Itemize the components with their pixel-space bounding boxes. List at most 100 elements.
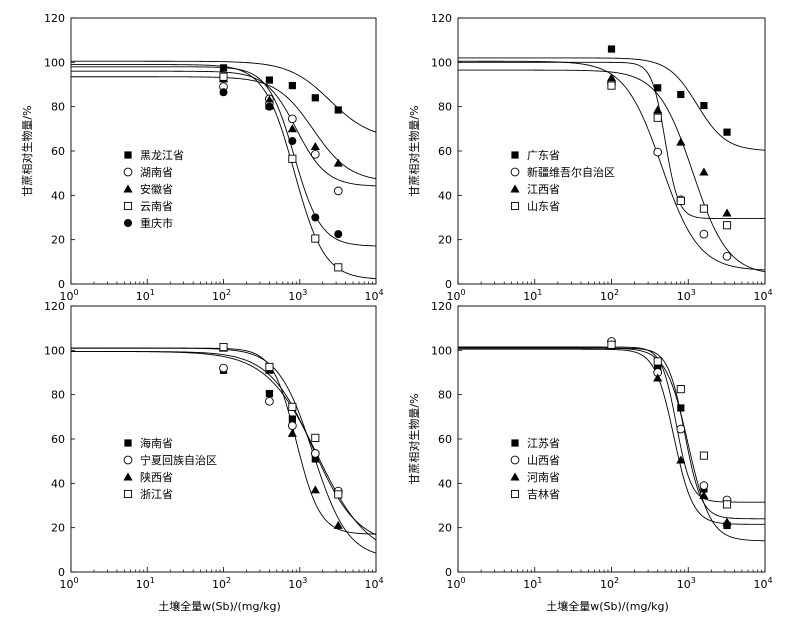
x-tick-base: 10	[212, 290, 226, 303]
data-point	[288, 402, 297, 411]
y-tick-label: 40	[51, 477, 65, 490]
y-tick-label: 20	[438, 522, 452, 535]
legend-marker	[510, 489, 520, 499]
x-tick-base: 10	[136, 578, 150, 591]
x-tick-exponent: 4	[767, 576, 772, 585]
fit-curve	[458, 348, 765, 525]
data-point	[699, 451, 708, 460]
data-point	[288, 421, 297, 431]
y-tick-label: 100	[44, 56, 65, 69]
data-point	[333, 158, 343, 167]
legend-label: 吉林省	[527, 487, 560, 501]
data-point	[333, 520, 343, 529]
x-tick-base: 10	[59, 578, 73, 591]
data-point	[607, 81, 616, 90]
data-point	[722, 517, 732, 526]
fit-curve	[458, 69, 766, 273]
data-point	[607, 340, 616, 349]
x-tick-exponent: 4	[378, 576, 383, 585]
fit-curve	[71, 351, 377, 536]
x-tick-exponent: 4	[767, 288, 772, 297]
y-tick-label: 100	[44, 344, 65, 357]
data-point	[722, 500, 732, 509]
data-point	[722, 251, 732, 261]
data-point	[311, 455, 319, 463]
data-point	[654, 364, 662, 372]
data-point	[334, 490, 343, 499]
y-tick-label: 40	[438, 477, 452, 490]
series-2	[219, 82, 343, 196]
fit-curve	[70, 351, 377, 541]
data-point	[653, 147, 663, 157]
x-tick-base: 10	[600, 578, 614, 591]
x-tick-label: 104	[364, 576, 383, 591]
data-point	[653, 357, 662, 366]
x-tick-base: 10	[677, 290, 691, 303]
y-tick-label: 120	[431, 300, 452, 313]
legend-marker	[124, 219, 132, 227]
x-tick-label: 100	[59, 576, 78, 591]
fit-curve	[458, 346, 765, 503]
x-tick-base: 10	[212, 578, 226, 591]
legend-label: 浙江省	[140, 488, 173, 501]
series-1	[219, 64, 342, 114]
x-tick-exponent: 3	[302, 288, 307, 297]
y-tick-label: 0	[58, 278, 65, 291]
y-tick-label: 20	[51, 234, 65, 247]
legend-marker	[510, 455, 520, 465]
fit-curve	[71, 347, 377, 554]
x-axis-label: 土壤全量w(Sb)/(mg/kg)	[158, 599, 281, 613]
x-tick-label: 100	[446, 576, 465, 591]
y-tick-label: 100	[431, 56, 452, 69]
legend-marker	[510, 167, 520, 177]
x-tick-base: 10	[523, 290, 537, 303]
data-point	[264, 95, 275, 104]
legend-marker	[124, 151, 132, 159]
y-tick-label: 80	[438, 389, 452, 402]
legend-marker	[123, 184, 133, 193]
y-tick-label: 100	[431, 344, 452, 357]
fit-curve	[71, 347, 377, 535]
data-point	[699, 229, 709, 239]
data-point	[311, 234, 320, 243]
data-point	[676, 424, 686, 434]
data-point	[699, 204, 708, 213]
data-point	[219, 72, 228, 81]
data-point	[722, 221, 732, 230]
y-axis-label: 甘蔗相对生物量/%	[407, 393, 421, 484]
x-tick-base: 10	[677, 578, 691, 591]
x-tick-label: 103	[677, 576, 696, 591]
data-point	[265, 362, 274, 372]
x-tick-label: 102	[212, 288, 231, 303]
data-point	[677, 404, 685, 412]
y-tick-label: 0	[58, 566, 65, 579]
legend-label: 山西省	[527, 454, 560, 467]
y-tick-label: 120	[431, 12, 452, 25]
x-tick-label: 101	[136, 576, 155, 591]
data-point	[310, 485, 320, 494]
series-4	[219, 342, 343, 499]
x-tick-base: 10	[600, 290, 614, 303]
series-3	[606, 340, 732, 526]
x-tick-base: 10	[288, 290, 302, 303]
data-point	[699, 167, 709, 176]
data-point	[723, 128, 731, 136]
series-4	[607, 81, 732, 230]
series-3	[606, 73, 732, 217]
y-tick-label: 120	[44, 12, 65, 25]
legend-label: 黑龙江省	[140, 149, 184, 162]
data-point	[219, 342, 228, 352]
data-point	[288, 154, 297, 163]
legend-label: 山东省	[527, 200, 560, 213]
x-tick-label: 104	[753, 288, 772, 303]
x-tick-label: 104	[753, 576, 772, 591]
y-tick-label: 120	[44, 300, 65, 313]
data-point	[288, 415, 296, 423]
x-tick-exponent: 3	[302, 576, 307, 585]
x-tick-exponent: 2	[226, 576, 231, 585]
legend-marker	[511, 151, 519, 159]
data-point	[219, 64, 228, 72]
